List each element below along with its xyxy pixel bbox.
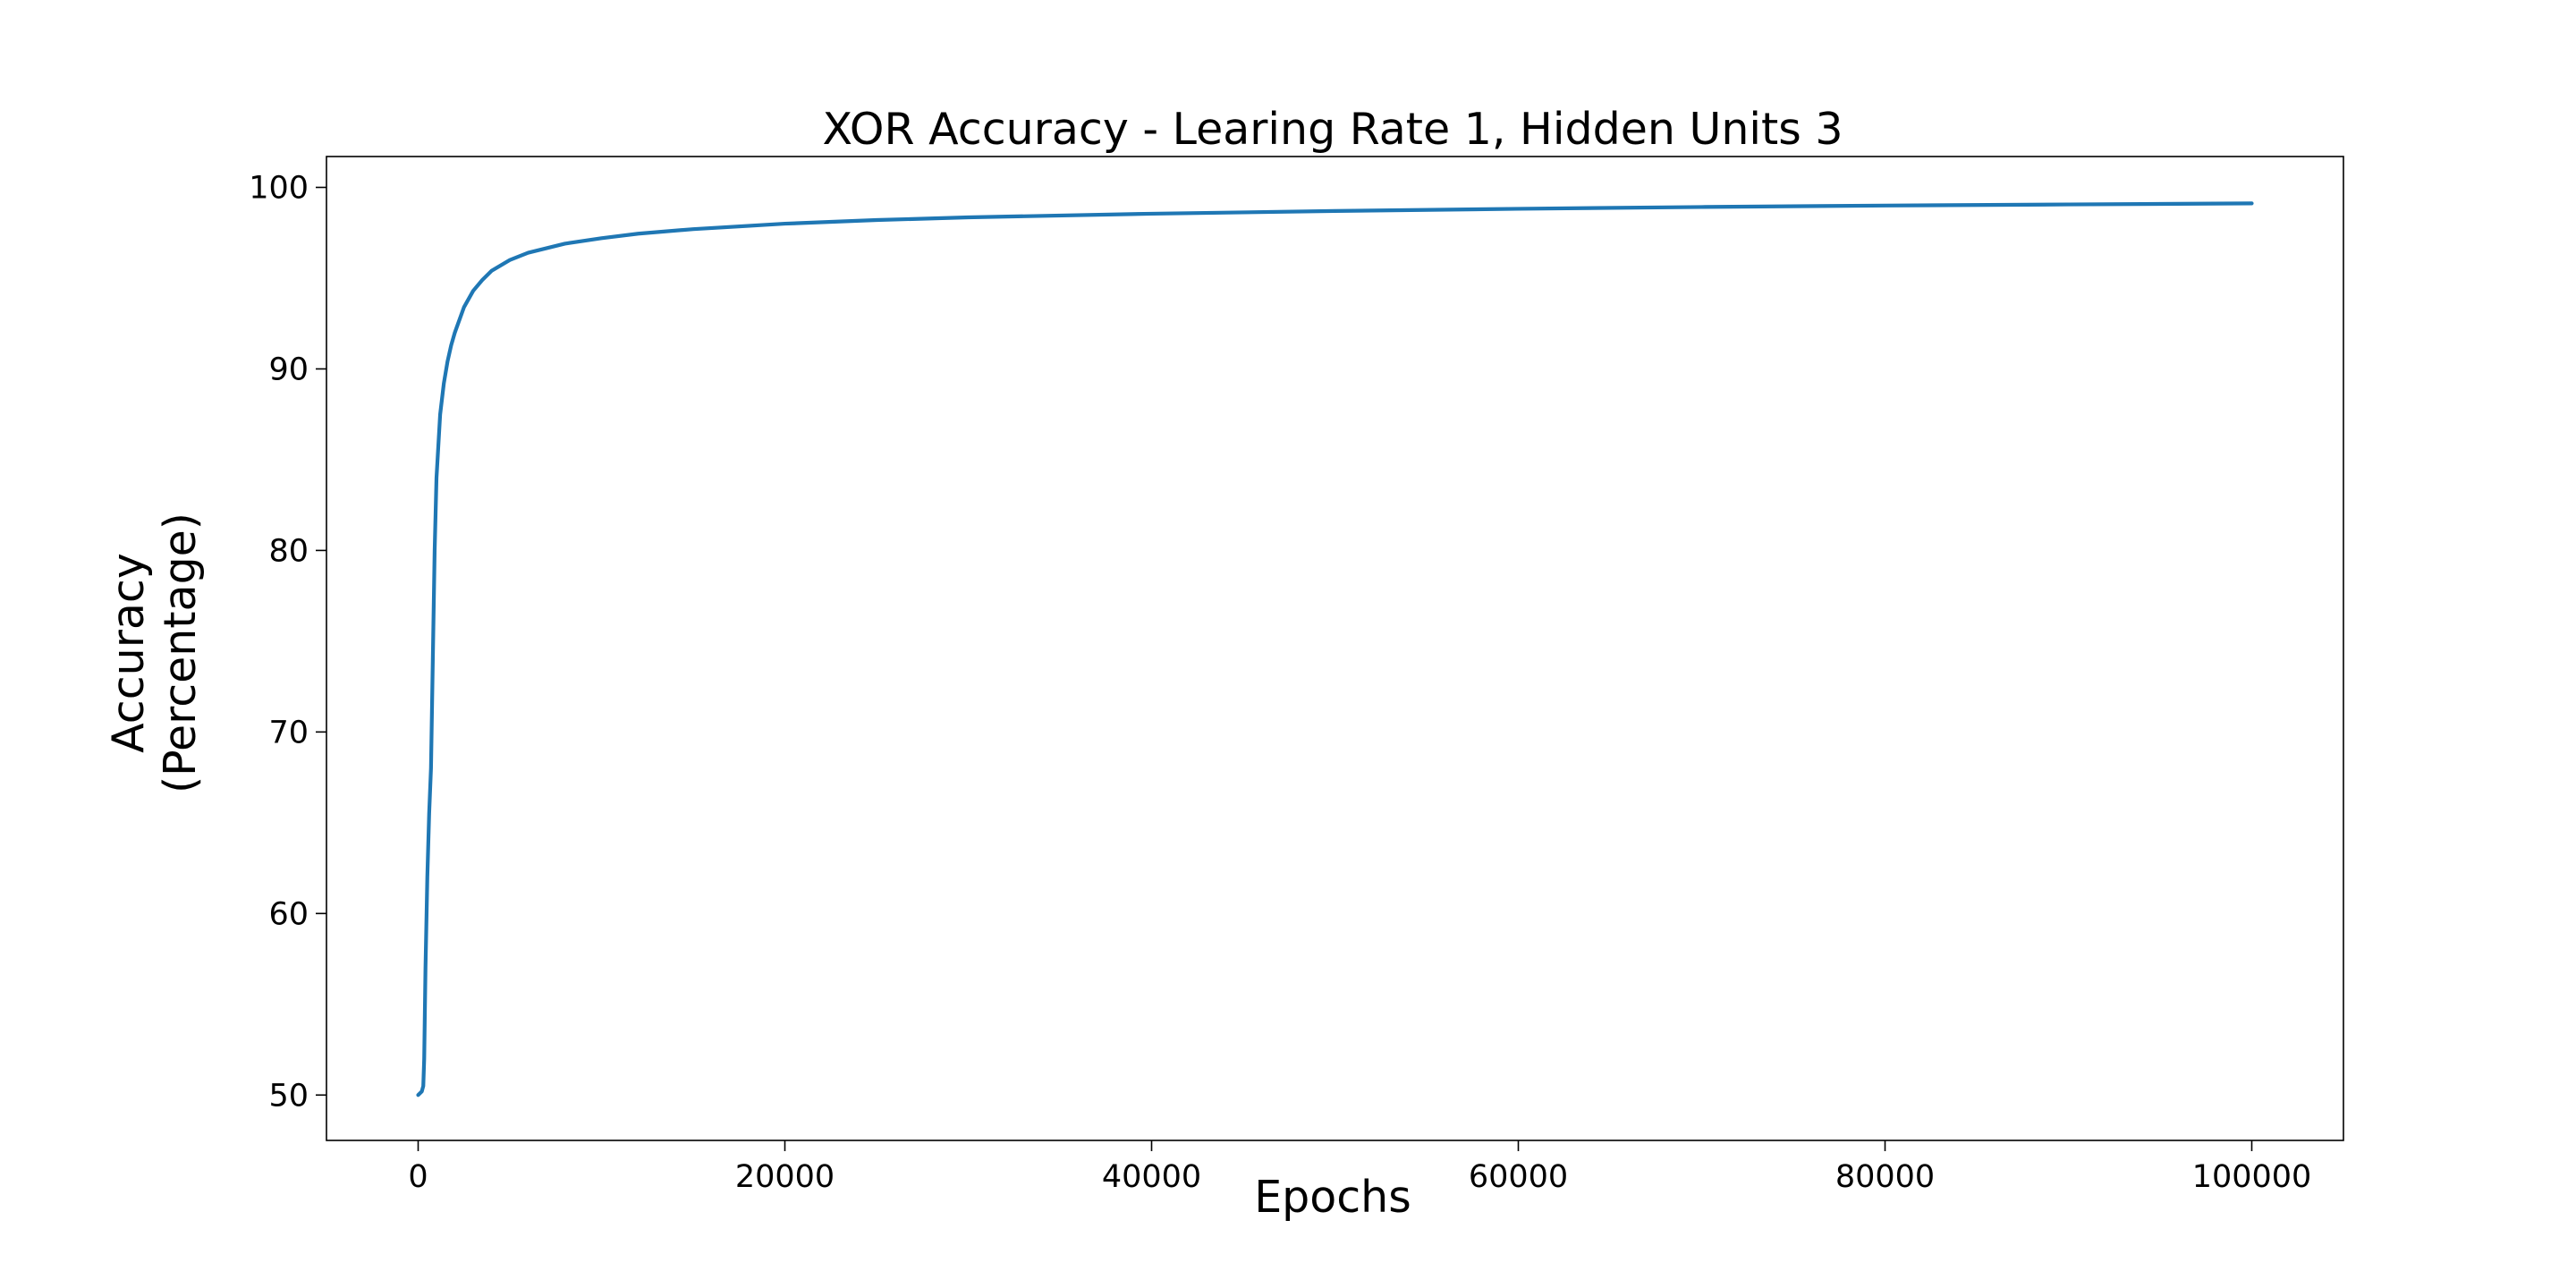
- x-tick-label: 80000: [1835, 1159, 1935, 1195]
- x-tick-label: 40000: [1102, 1159, 1201, 1195]
- y-axis-ticks: 50 60 70 80 90 100: [249, 171, 326, 1114]
- x-tick-label: 0: [408, 1159, 428, 1195]
- axes: [326, 156, 2344, 1141]
- y-tick-label: 80: [268, 533, 309, 569]
- y-tick-label: 70: [268, 715, 309, 750]
- series-layer: [416, 201, 2254, 1097]
- series-line: [416, 201, 2254, 1097]
- x-tick-label: 20000: [735, 1159, 835, 1195]
- y-tick-label: 100: [249, 171, 309, 207]
- y-tick-label: 60: [268, 896, 309, 932]
- plot-frame: [326, 156, 2344, 1141]
- x-axis-label: Epochs: [1254, 1172, 1411, 1223]
- x-axis-ticks: 0 20000 40000 60000 80000 100000: [408, 1140, 2311, 1195]
- x-tick-label: 60000: [1469, 1159, 1568, 1195]
- y-tick-label: 50: [268, 1078, 309, 1114]
- y-axis-label-line2: (Percentage): [155, 513, 206, 793]
- x-tick-label: 100000: [2192, 1159, 2312, 1195]
- y-axis-label-line1: Accuracy: [103, 553, 154, 753]
- chart-title: XOR Accuracy - Learing Rate 1, Hidden Un…: [823, 104, 1843, 155]
- y-tick-label: 90: [268, 352, 309, 387]
